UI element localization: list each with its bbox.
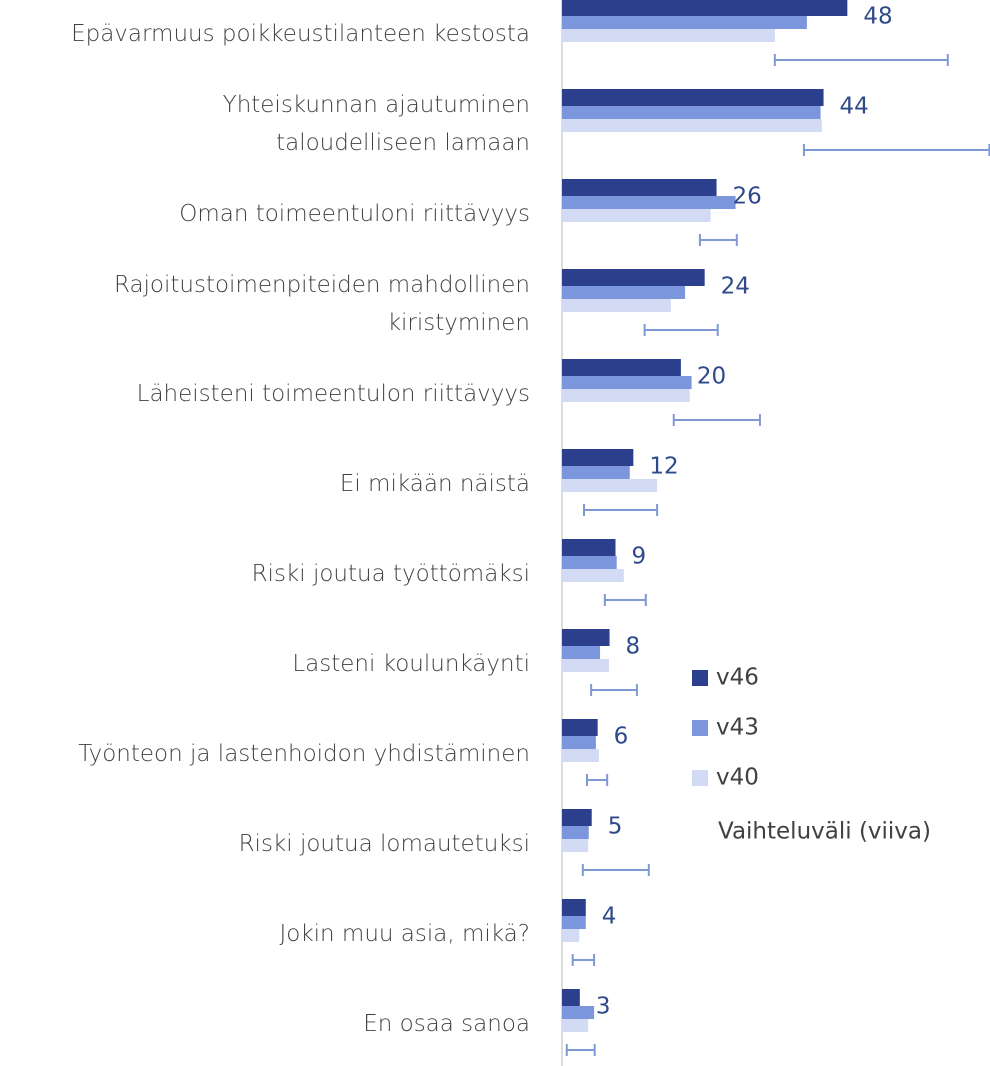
category-label: Yhteiskunnan ajautuminen taloudelliseen …	[222, 92, 530, 156]
bar	[562, 299, 671, 312]
value-label: 44	[840, 94, 869, 120]
bar	[562, 119, 822, 132]
range-line	[585, 774, 609, 786]
bar	[562, 646, 601, 659]
legend-label: Vaihteluväli (viiva)	[718, 819, 931, 845]
range-line	[571, 954, 596, 966]
bar	[562, 826, 589, 839]
value-label: 20	[697, 364, 726, 390]
range-line	[582, 504, 659, 516]
value-label: 48	[863, 4, 892, 30]
category-label: Rajoitustoimenpiteiden mahdollinen kiris…	[113, 272, 530, 336]
legend-label: v46	[716, 665, 759, 691]
bar	[562, 479, 658, 492]
bar	[562, 839, 589, 852]
bar	[562, 736, 596, 749]
bar	[562, 449, 634, 466]
bar	[562, 466, 630, 479]
bar	[562, 659, 609, 672]
value-label: 24	[721, 274, 750, 300]
value-label: 12	[649, 454, 678, 480]
legend-swatch	[692, 770, 708, 786]
value-label: 4	[602, 904, 617, 930]
value-label: 26	[733, 184, 762, 210]
category-label: Oman toimeentuloni riittävyys	[179, 201, 530, 227]
category-label: Läheisteni toimeentulon riittävyys	[136, 381, 530, 407]
bar	[562, 539, 616, 556]
legend-label: v43	[716, 715, 759, 741]
bar	[562, 179, 717, 196]
bar	[562, 209, 711, 222]
range-line	[698, 234, 738, 246]
range-line	[590, 684, 638, 696]
range-line	[773, 54, 949, 66]
value-label: 8	[626, 634, 641, 660]
value-label: 3	[596, 994, 611, 1020]
bar	[562, 89, 824, 106]
bar	[562, 269, 705, 286]
bar	[562, 809, 592, 826]
bar	[562, 629, 610, 646]
category-label: En osaa sanoa	[363, 1011, 530, 1037]
value-label: 9	[632, 544, 647, 570]
legend-label: v40	[716, 765, 759, 791]
bar	[562, 916, 586, 929]
bar	[562, 196, 736, 209]
bar	[562, 569, 624, 582]
bar	[562, 929, 580, 942]
bar	[562, 1019, 589, 1032]
range-line	[603, 594, 647, 606]
bar	[562, 0, 848, 16]
range-line	[672, 414, 761, 426]
bar	[562, 29, 775, 42]
bar	[562, 359, 681, 376]
value-label: 5	[608, 814, 623, 840]
bar	[562, 16, 807, 29]
bar	[562, 989, 580, 1006]
legend-swatch	[692, 720, 708, 736]
bar	[562, 556, 617, 569]
legend-swatch	[692, 670, 708, 686]
range-line	[643, 324, 719, 336]
category-label: Lasteni koulunkäynti	[292, 651, 530, 677]
bar	[562, 106, 821, 119]
value-label: 6	[614, 724, 629, 750]
bar	[562, 719, 598, 736]
range-line	[802, 144, 990, 156]
category-label: Epävarmuus poikkeustilanteen kestosta	[71, 21, 530, 47]
bar	[562, 1006, 595, 1019]
category-label: Riski joutua työttömäksi	[251, 561, 530, 587]
category-label: Ei mikään näistä	[339, 471, 530, 497]
category-label: Työnteon ja lastenhoidon yhdistäminen	[78, 741, 530, 767]
bar	[562, 899, 586, 916]
bar	[562, 286, 686, 299]
range-line	[581, 864, 650, 876]
bar	[562, 749, 599, 762]
category-label: Riski joutua lomautetuksi	[238, 831, 530, 857]
bar	[562, 389, 690, 402]
range-line	[565, 1044, 596, 1056]
category-label: Jokin muu asia, mikä?	[279, 921, 530, 947]
bar	[562, 376, 692, 389]
